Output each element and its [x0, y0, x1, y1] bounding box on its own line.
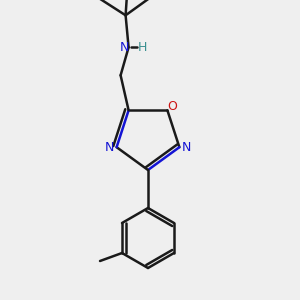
Text: O: O	[167, 100, 177, 113]
Text: N: N	[182, 141, 191, 154]
Text: N: N	[120, 41, 129, 54]
Text: H: H	[138, 41, 147, 54]
Text: N: N	[105, 141, 114, 154]
